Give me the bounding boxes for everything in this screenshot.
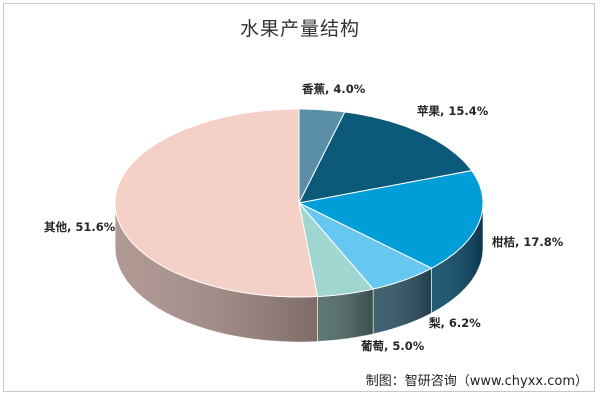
data-label-5: 其他, 51.6% [44,220,116,234]
pie-side-5 [115,203,318,342]
data-label-2: 柑桔, 17.8% [492,235,564,249]
pie-side-4 [317,289,374,342]
pie-slice-葡萄[interactable] [298,201,375,298]
pie-slice-柑桔[interactable] [297,170,484,269]
data-label-1: 苹果, 15.4% [417,104,489,118]
chart-title: 水果产量结构 [239,18,360,40]
pie-slice-苹果[interactable] [298,111,473,204]
pie-side-2 [431,203,483,314]
pie-slice-其他[interactable] [114,108,319,298]
source-note: 制图：智研咨询（www.chyxx.com） [365,374,588,389]
data-label-4: 葡萄, 5.0% [361,339,425,353]
data-label-3: 梨, 6.2% [429,316,481,330]
pie-sides [114,202,484,343]
pie-side-3 [373,268,432,334]
data-label-0: 香蕉, 4.0% [302,82,366,96]
pie-slice-梨[interactable] [298,202,433,290]
pie-slices [114,108,484,298]
